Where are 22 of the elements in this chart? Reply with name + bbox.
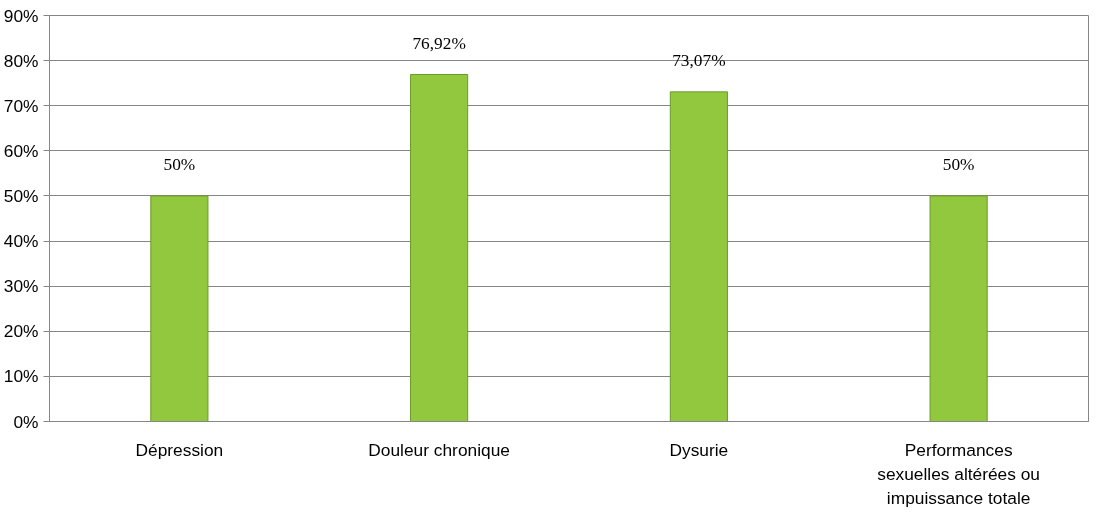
- bar: [929, 195, 988, 422]
- data-label: 50%: [942, 154, 975, 174]
- y-tick-label: 60%: [3, 140, 39, 161]
- bar: [150, 195, 209, 422]
- data-label: 50%: [163, 154, 196, 174]
- y-tick-label: 80%: [3, 50, 39, 71]
- data-label: 73,07%: [672, 50, 726, 70]
- data-label: 76,92%: [412, 33, 466, 53]
- y-tick-label: 10%: [3, 366, 39, 387]
- x-tick-label: Dysurie: [669, 439, 729, 460]
- y-tick-label: 20%: [3, 321, 39, 342]
- y-tick-label: 0%: [13, 411, 39, 432]
- y-tick-label: 40%: [3, 231, 39, 252]
- y-tick-label: 30%: [3, 276, 39, 297]
- bar: [669, 91, 728, 422]
- x-tick-label: Douleur chronique: [368, 439, 510, 460]
- y-tick-label: 50%: [3, 185, 39, 206]
- y-tick-label: 70%: [3, 95, 39, 116]
- x-tick-label: Dépression: [135, 439, 224, 460]
- x-tick-label: Performances sexuelles altérées ou impuissance totale: [877, 439, 1041, 508]
- bar: [410, 74, 469, 422]
- y-tick-label: 90%: [3, 5, 39, 26]
